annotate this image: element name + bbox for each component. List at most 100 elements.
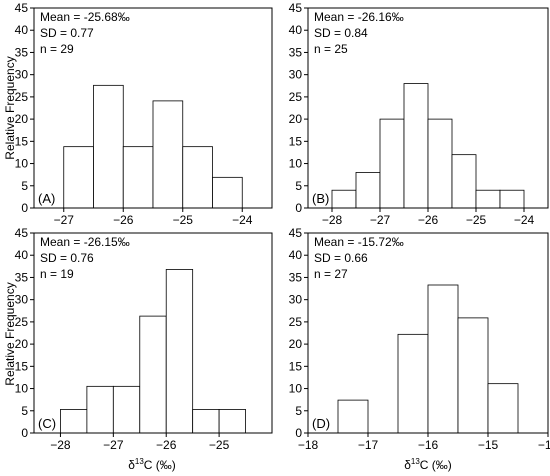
x-tick-label-d-18: −18: [298, 438, 319, 452]
panel-b: 0 5 10 15 20 25 30 35 40 45 −28 −27 −26 −25 −24 Mean = …: [289, 1, 549, 227]
y-tick-label-a-20: 20: [15, 112, 29, 126]
y-tick-label-b-35: 35: [289, 45, 303, 59]
y-tick-label-d-10: 10: [289, 382, 303, 396]
stats-line-d-2: n = 27: [314, 267, 348, 281]
x-tick-label-b-26: −26: [418, 213, 439, 227]
y-tick-label-a-10: 10: [15, 157, 29, 171]
histogram-bar-c-4: [165, 269, 194, 434]
histogram-bar-a-5: [212, 176, 243, 209]
y-tick-label-a-35: 35: [15, 45, 29, 59]
y-axis-label-top: Relative Frequency: [3, 56, 17, 159]
y-tick-label-a-45: 45: [15, 1, 29, 15]
x-tick-label-a-26: −26: [113, 213, 134, 227]
panel-label-c: (C): [38, 416, 56, 431]
y-tick-label-c-30: 30: [15, 293, 29, 307]
histogram-bar-a-4: [182, 146, 213, 209]
histogram-bar-b-4: [427, 118, 453, 209]
y-tick-label-d-45: 45: [289, 226, 303, 240]
x-tick-label-b-27: −27: [370, 213, 391, 227]
x-tick-label-c-27: −27: [103, 438, 124, 452]
x-tick-label-d-15: −15: [478, 438, 499, 452]
y-tick-label-d-25: 25: [289, 315, 303, 329]
y-tick-label-c-40: 40: [15, 248, 29, 262]
y-tick-label-b-0: 0: [295, 201, 302, 215]
stats-line-d-0: Mean = -15.72‰: [314, 235, 404, 249]
histogram-bar-a-3: [152, 100, 184, 209]
x-tick-label-c-26: −26: [156, 438, 177, 452]
y-tick-label-b-5: 5: [295, 179, 302, 193]
x-tick-label-d-17: −17: [358, 438, 379, 452]
y-tick-label-b-45: 45: [289, 1, 303, 15]
y-tick-label-c-45: 45: [15, 226, 29, 240]
y-tick-label-b-30: 30: [289, 68, 303, 82]
y-tick-label-b-10: 10: [289, 157, 303, 171]
histogram-bar-c-3: [139, 315, 167, 434]
x-tick-label-a-25: −25: [173, 213, 194, 227]
stats-line-b-1: SD = 0.84: [314, 26, 368, 40]
y-tick-label-b-40: 40: [289, 23, 303, 37]
histogram-bar-d-1: [397, 333, 429, 434]
stats-line-b-2: n = 25: [314, 42, 348, 56]
y-tick-label-c-35: 35: [15, 270, 29, 284]
stats-line-a-1: SD = 0.77: [40, 26, 94, 40]
stats-line-a-2: n = 29: [40, 42, 74, 56]
histogram-bar-c-5: [192, 409, 220, 434]
panel-a: 0 5 10 15 20 25 30 35 40 45 −27 −26 −25 −24 Mean = -25…: [15, 1, 273, 227]
stats-line-c-2: n = 19: [40, 267, 74, 281]
y-tick-label-a-0: 0: [21, 201, 28, 215]
panel-label-b: (B): [312, 191, 329, 206]
x-tick-label-c-28: −28: [50, 438, 71, 452]
y-tick-label-c-15: 15: [15, 359, 29, 373]
x-tick-label-a-24: −24: [232, 213, 253, 227]
x-tick-label-b-28: −28: [322, 213, 343, 227]
y-tick-label-b-15: 15: [289, 134, 303, 148]
y-tick-label-c-5: 5: [21, 404, 28, 418]
y-tick-label-c-25: 25: [15, 315, 29, 329]
y-tick-label-d-40: 40: [289, 248, 303, 262]
histogram-bar-d-0: [337, 399, 369, 434]
y-tick-label-d-30: 30: [289, 293, 303, 307]
panel-d: 0 5 10 15 20 25 30 35 40 45 −18 −17 −16 −15 −14 Mean = …: [289, 226, 550, 452]
y-tick-label-d-20: 20: [289, 337, 303, 351]
x-tick-label-b-25: −25: [466, 213, 487, 227]
histogram-bar-a-2: [122, 146, 154, 209]
histogram-bar-c-6: [218, 409, 246, 434]
stats-line-c-0: Mean = -26.15‰: [40, 235, 130, 249]
histogram-bar-a-0: [63, 146, 94, 209]
plot-frame-a: [33, 7, 273, 209]
y-tick-label-a-40: 40: [15, 23, 29, 37]
histogram-bar-d-4: [487, 383, 519, 434]
histogram-bar-d-3: [457, 317, 489, 434]
histogram-bar-d-2: [427, 284, 459, 434]
histogram-bar-b-7: [499, 189, 525, 209]
panel-c: 0 5 10 15 20 25 30 35 40 45 −28 −27 −26 −25 Mean = -26…: [15, 226, 273, 452]
stats-line-c-1: SD = 0.76: [40, 251, 94, 265]
y-tick-label-d-35: 35: [289, 270, 303, 284]
y-tick-label-c-20: 20: [15, 337, 29, 351]
y-tick-label-b-25: 25: [289, 90, 303, 104]
y-tick-label-a-25: 25: [15, 90, 29, 104]
panel-label-a: (A): [38, 191, 55, 206]
stats-line-b-0: Mean = -26.16‰: [314, 10, 404, 24]
y-tick-label-a-30: 30: [15, 68, 29, 82]
histogram-bar-b-2: [379, 118, 405, 209]
y-tick-label-d-0: 0: [295, 426, 302, 440]
plot-frame-c: [33, 232, 273, 434]
y-tick-label-c-0: 0: [21, 426, 28, 440]
histogram-bar-b-5: [451, 154, 477, 209]
stats-line-d-1: SD = 0.66: [314, 251, 368, 265]
panel-label-d: (D): [312, 416, 330, 431]
y-tick-label-c-10: 10: [15, 382, 29, 396]
y-tick-label-b-20: 20: [289, 112, 303, 126]
x-tick-label-c-25: −25: [209, 438, 230, 452]
stats-line-a-0: Mean = -25.68‰: [40, 10, 130, 24]
y-tick-label-a-5: 5: [21, 179, 28, 193]
x-axis-label-left: δ13C (‰): [128, 457, 176, 472]
histogram-bar-c-1: [86, 385, 114, 434]
y-axis-label-bottom: Relative Frequency: [3, 282, 17, 385]
histogram-bar-a-1: [93, 84, 124, 209]
histogram-bar-b-1: [355, 172, 381, 209]
y-tick-label-d-15: 15: [289, 359, 303, 373]
histogram-bar-c-0: [60, 409, 88, 434]
